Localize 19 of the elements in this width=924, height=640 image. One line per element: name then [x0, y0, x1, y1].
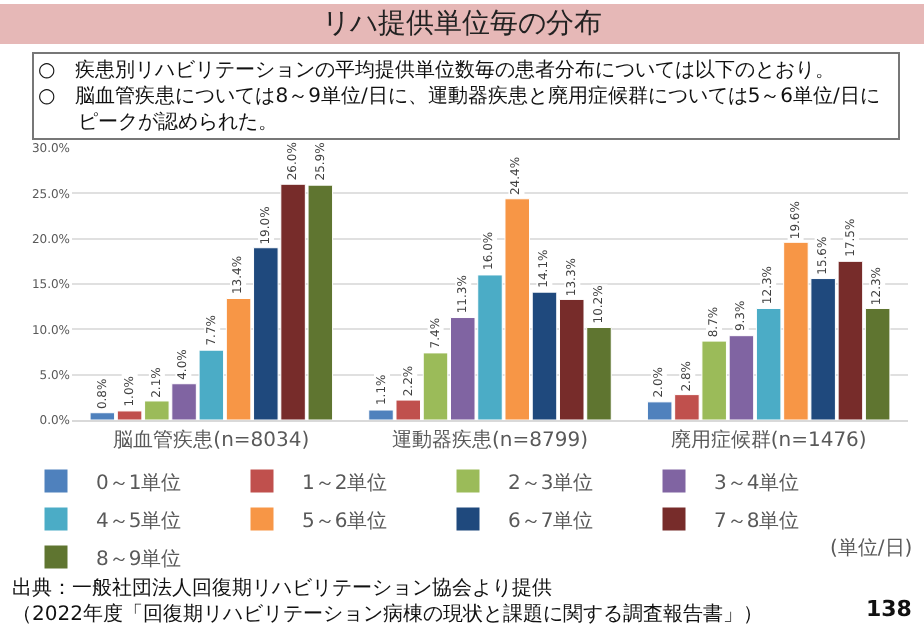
legend-label: 5～6単位	[302, 508, 388, 533]
chart-title: リハ提供単位毎の分布	[322, 8, 602, 40]
legend-label: 4～5単位	[96, 508, 182, 533]
x-tick-label: 脳血管疾患(n=8034)	[113, 428, 310, 452]
legend-label: 6～7単位	[508, 508, 594, 533]
legend-label: 7～8単位	[714, 508, 800, 533]
legend-label: 8～9単位	[96, 546, 182, 571]
legend-label: 0～1単位	[96, 470, 182, 495]
text: 138	[866, 596, 912, 622]
source-note: 出典：一般社団法人回復期リハビリテーション協会より提供	[12, 576, 552, 600]
legend-label: 3～4単位	[714, 470, 800, 495]
x-tick-label: 運動器疾患(n=8799)	[392, 428, 589, 452]
text: (単位/日)	[830, 536, 913, 560]
text: ○ 疾患別リハビリテーションの平均提供単位数毎の患者分布については以下のとおり。	[38, 58, 836, 82]
text: ○ 脳血管疾患については8～9単位/日に、運動器疾患と廃用症候群については5～6単位/日にピークが認められた。	[38, 84, 880, 134]
legend-label: 2～3単位	[508, 470, 594, 495]
text: （2022年度「回復期リハビリテーション病棟の現状と課題に関する調査報告書」）	[12, 602, 763, 626]
x-tick-label: 廃用症候群(n=1476)	[670, 428, 867, 452]
legend-label: 1～2単位	[302, 470, 388, 495]
